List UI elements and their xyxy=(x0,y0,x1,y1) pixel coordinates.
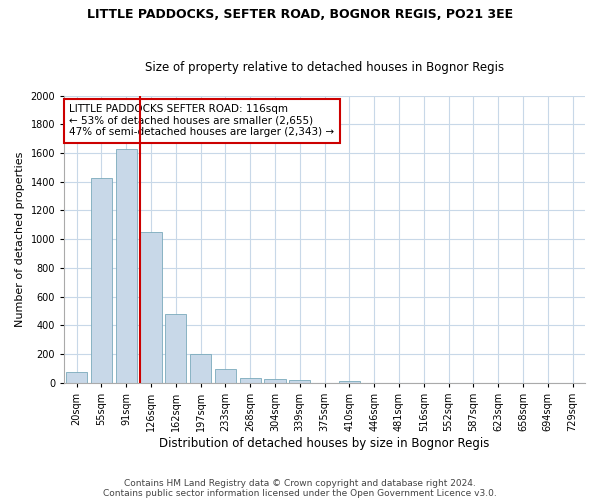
Bar xyxy=(215,368,236,383)
Bar xyxy=(339,381,360,383)
Text: Contains HM Land Registry data © Crown copyright and database right 2024.: Contains HM Land Registry data © Crown c… xyxy=(124,478,476,488)
Text: Contains public sector information licensed under the Open Government Licence v3: Contains public sector information licen… xyxy=(103,488,497,498)
Bar xyxy=(140,232,161,383)
Text: LITTLE PADDOCKS, SEFTER ROAD, BOGNOR REGIS, PO21 3EE: LITTLE PADDOCKS, SEFTER ROAD, BOGNOR REG… xyxy=(87,8,513,20)
Y-axis label: Number of detached properties: Number of detached properties xyxy=(15,152,25,327)
Bar xyxy=(265,380,286,383)
X-axis label: Distribution of detached houses by size in Bognor Regis: Distribution of detached houses by size … xyxy=(160,437,490,450)
Text: LITTLE PADDOCKS SEFTER ROAD: 116sqm
← 53% of detached houses are smaller (2,655): LITTLE PADDOCKS SEFTER ROAD: 116sqm ← 53… xyxy=(70,104,335,138)
Bar xyxy=(165,314,187,383)
Bar xyxy=(116,150,137,383)
Bar xyxy=(190,354,211,383)
Bar xyxy=(239,378,261,383)
Title: Size of property relative to detached houses in Bognor Regis: Size of property relative to detached ho… xyxy=(145,60,504,74)
Bar xyxy=(91,178,112,383)
Bar xyxy=(66,372,87,383)
Bar xyxy=(289,380,310,383)
